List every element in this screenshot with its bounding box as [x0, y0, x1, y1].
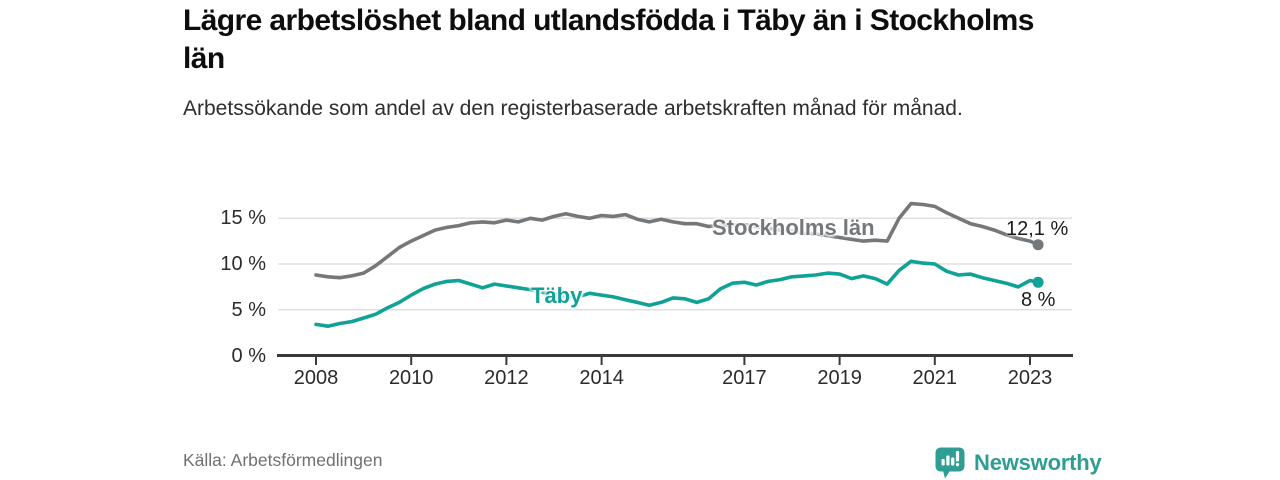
x-tick-label: 2017: [722, 367, 767, 389]
series-line-stockholms-lan: [314, 201, 1040, 280]
x-tick-label: 2021: [912, 367, 958, 389]
newsworthy-bars-pin-icon: [935, 447, 965, 479]
series-end-dot-taby: [1032, 276, 1044, 288]
y-tick-label: 10 %: [220, 253, 266, 275]
series-line-taby: [314, 259, 1040, 329]
x-tick-label: 2019: [817, 367, 862, 389]
end-value-label-stockholms-lan: 12,1 %: [1006, 218, 1069, 240]
y-tick-label: 5 %: [231, 298, 266, 321]
chart-title: Lägre arbetslöshet bland utlandsfödda i …: [183, 4, 1034, 75]
brand-logo: Newsworthy: [934, 446, 1102, 479]
x-tick-label: 2008: [293, 367, 339, 389]
series-label-stockholms-lan: Stockholms län: [712, 215, 875, 240]
chart-subtitle: Arbetssökande som andel av den registerb…: [183, 97, 963, 120]
brand-name: Newsworthy: [974, 449, 1102, 475]
x-tick-label: 2012: [484, 367, 529, 389]
y-tick-label: 15 %: [220, 207, 266, 230]
y-tick-label: 0 %: [231, 344, 266, 367]
end-value-label-taby: 8 %: [1021, 289, 1056, 311]
x-tick-label: 2023: [1007, 367, 1053, 389]
source-note: Källa: Arbetsförmedlingen: [183, 450, 383, 470]
series-label-taby: Täby: [531, 283, 583, 308]
x-tick-label: 2014: [579, 367, 624, 389]
x-tick-label: 2010: [388, 367, 434, 389]
